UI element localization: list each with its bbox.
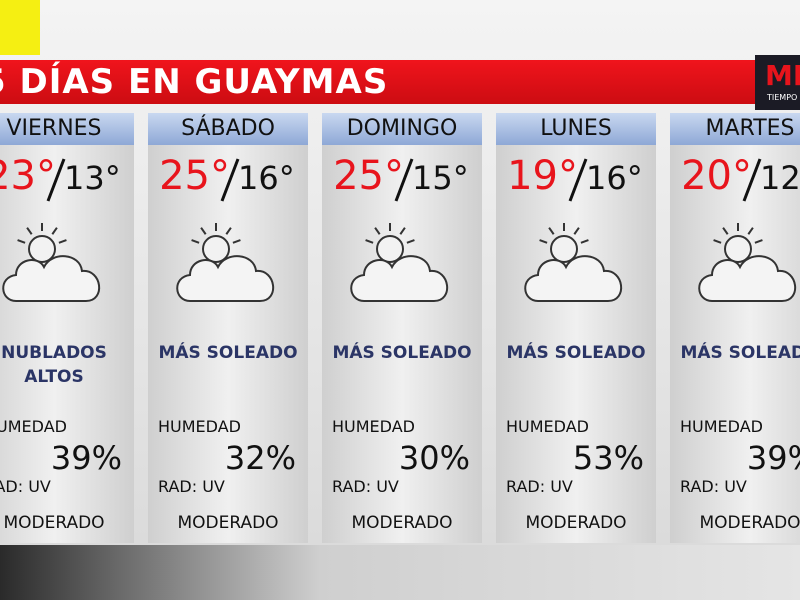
day-panel xyxy=(496,145,656,543)
logo-text: MI xyxy=(765,59,800,92)
weather-icon xyxy=(350,223,449,302)
uv-value: MODERADO xyxy=(699,513,800,533)
corner-block xyxy=(0,0,40,55)
day-column: MARTES 20°12° MÁS SOLEADO HUMEDAD 39%RAD: UV… xyxy=(670,113,800,543)
title-bar xyxy=(0,60,760,104)
day-name: DOMINGO xyxy=(322,113,482,145)
humidity-label: HUMEDAD xyxy=(332,417,415,436)
bottom-strip xyxy=(0,545,800,600)
weather-icon xyxy=(2,223,101,302)
temp-separator xyxy=(742,158,762,202)
logo: MI TIEMPO xyxy=(755,55,800,110)
weather-icon xyxy=(524,223,623,302)
day-column: SÁBADO 25° 16° MÁS SOLEADO HUMEDAD 32% RAD: UV… xyxy=(148,113,308,543)
day-name: VIERNES xyxy=(0,113,134,145)
day-column: VIERNES 23°13° NUBLADOS ALTOS HUMEDAD 39%RAD… xyxy=(0,113,134,543)
temp-separator xyxy=(46,158,66,202)
title: 5 DÍAS EN GUAYMAS xyxy=(0,62,389,102)
day-panel xyxy=(148,145,308,543)
uv-label: RAD: UV xyxy=(680,477,747,496)
condition: NUBLADOS ALTOS xyxy=(1,343,107,387)
humidity-value: 32% xyxy=(224,439,296,477)
humidity-value: 39% xyxy=(50,439,122,477)
logo-subtext: TIEMPO xyxy=(767,93,798,102)
uv-value: MODERADO xyxy=(525,513,627,533)
low-temp: 16° xyxy=(238,159,295,197)
uv-label: RAD: UV xyxy=(158,477,225,496)
uv-label: RAD: UV xyxy=(0,477,51,496)
humidity-value: 53% xyxy=(572,439,644,477)
weather-icon xyxy=(176,223,275,302)
low-temp: 15° xyxy=(412,159,469,197)
humidity-label: HUMEDAD xyxy=(506,417,589,436)
high-temp: 23° xyxy=(0,153,56,199)
condition: MÁS SOLEADO xyxy=(680,343,800,363)
uv-value: MODERADO xyxy=(3,513,105,533)
day-panel xyxy=(670,145,800,543)
day-name: LUNES xyxy=(496,113,656,145)
day-column: DOMINGO 25° 15° MÁS SOLEADO HUMEDAD 30% RAD: U… xyxy=(322,113,482,543)
temp-separator xyxy=(394,158,414,202)
low-temp: 12° xyxy=(760,159,800,197)
high-temp: 25° xyxy=(333,153,404,199)
condition: MÁS SOLEADO xyxy=(332,343,472,363)
temp-separator xyxy=(220,158,240,202)
day-panel xyxy=(322,145,482,543)
uv-label: RAD: UV xyxy=(332,477,399,496)
humidity-label: HUMEDAD xyxy=(0,417,67,436)
weather-icon xyxy=(698,223,797,302)
high-temp: 19° xyxy=(507,153,578,199)
low-temp: 16° xyxy=(586,159,643,197)
high-temp: 25° xyxy=(159,153,230,199)
uv-label: RAD: UV xyxy=(506,477,573,496)
day-name: MARTES xyxy=(670,113,800,145)
temp-separator xyxy=(568,158,588,202)
uv-value: MODERADO xyxy=(351,513,453,533)
day-column: LUNES 19° 16° MÁS SOLEADO HUMEDAD 53% RAD: UV M… xyxy=(496,113,656,543)
humidity-label: HUMEDAD xyxy=(158,417,241,436)
humidity-label: HUMEDAD xyxy=(680,417,763,436)
humidity-value: 39% xyxy=(746,439,800,477)
day-panel xyxy=(0,145,134,543)
day-name: SÁBADO xyxy=(148,113,308,145)
uv-value: MODERADO xyxy=(177,513,279,533)
condition: MÁS SOLEADO xyxy=(506,343,646,363)
high-temp: 20° xyxy=(681,153,752,199)
humidity-value: 30% xyxy=(398,439,470,477)
condition: MÁS SOLEADO xyxy=(158,343,298,363)
low-temp: 13° xyxy=(64,159,121,197)
